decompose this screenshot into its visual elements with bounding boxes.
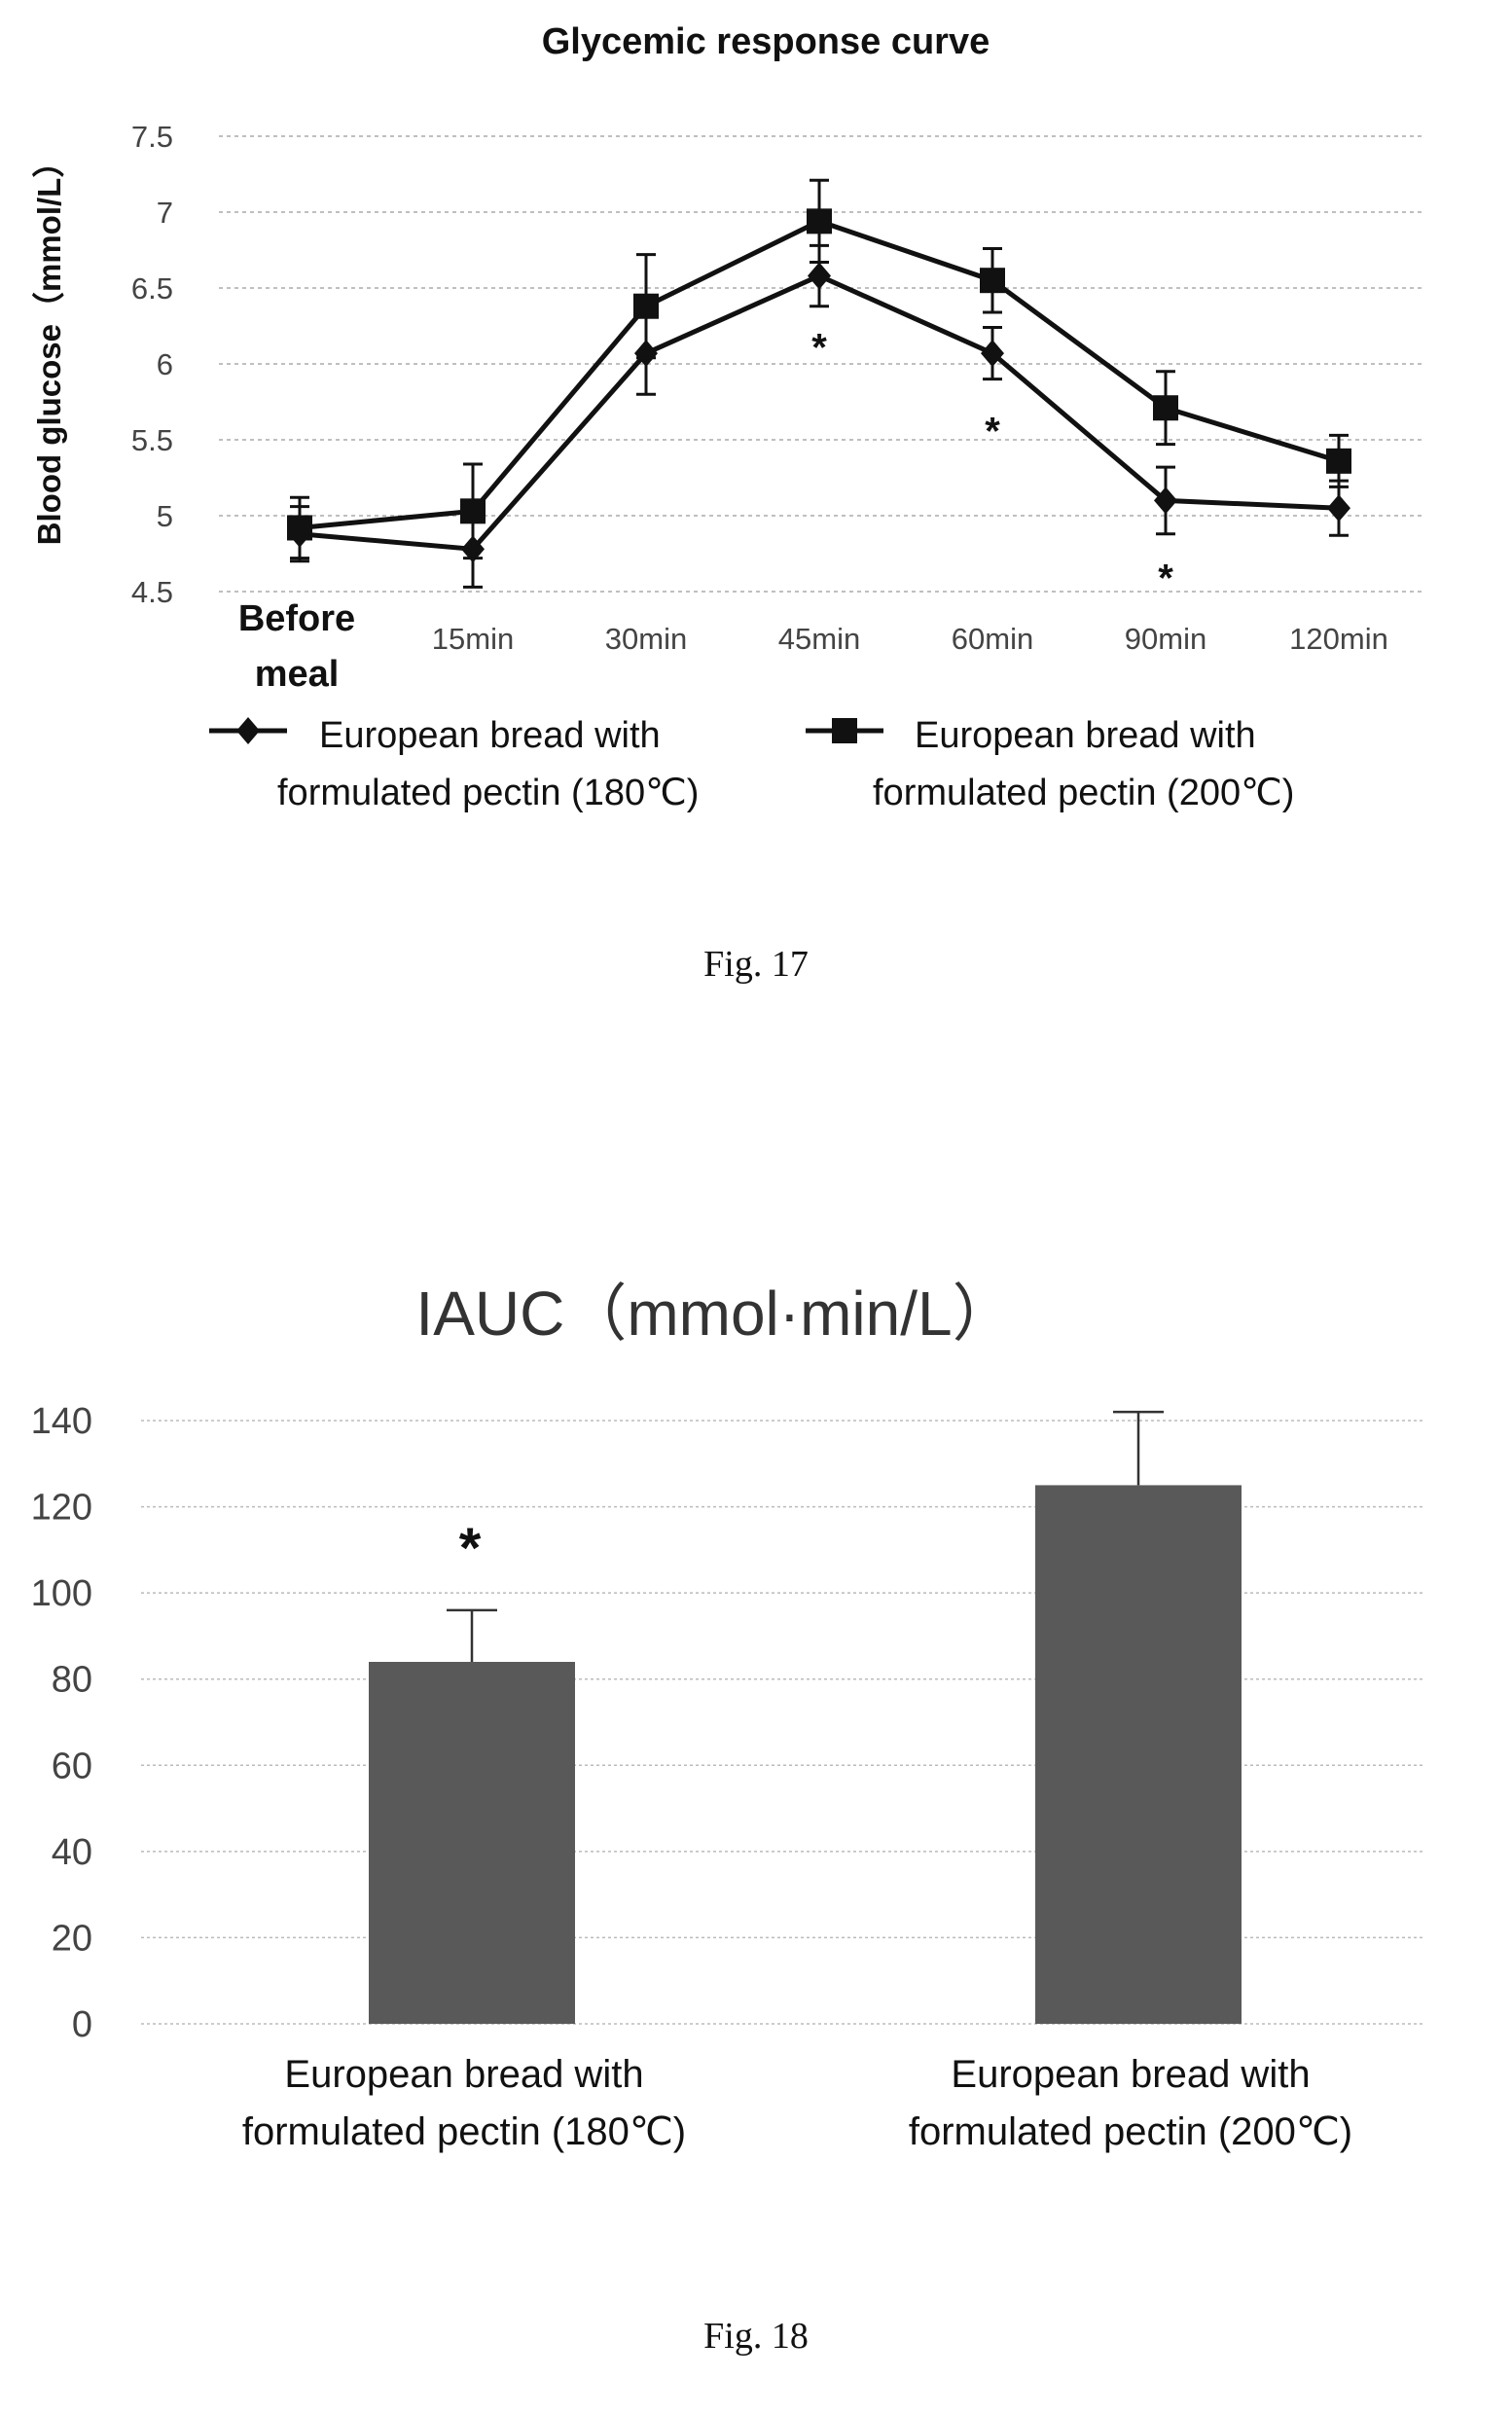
x-tick-label: meal xyxy=(255,654,340,695)
x-tick-label: 30min xyxy=(605,622,687,656)
data-point-square xyxy=(1153,395,1178,421)
x-tick-label: 45min xyxy=(778,622,860,656)
category-labels: European bread with formulated pectin (18… xyxy=(242,2053,1352,2153)
figure-caption-17: Fig. 17 xyxy=(703,944,809,985)
significance-markers: * * * xyxy=(811,327,1173,600)
bar xyxy=(1035,1485,1242,2024)
y-axis-label: Blood glucose（mmol/L） xyxy=(31,146,67,546)
bar-chart-title: IAUC（mmol·min/L） xyxy=(415,1279,1014,1349)
data-point-square xyxy=(980,268,1005,294)
y-tick-label: 0 xyxy=(72,2004,92,2045)
y-tick-label: 100 xyxy=(31,1573,92,1614)
legend-label-line: European bread with xyxy=(319,715,661,756)
y-tick-label: 5.5 xyxy=(131,423,173,457)
series-group xyxy=(287,178,1351,589)
y-tick-label: 80 xyxy=(52,1660,92,1701)
gridlines xyxy=(219,135,1425,593)
data-point-diamond xyxy=(1327,494,1350,522)
bar xyxy=(369,1662,575,2024)
data-point-square xyxy=(1326,448,1351,474)
category-label-line: formulated pectin (180℃) xyxy=(242,2110,686,2153)
data-point-diamond xyxy=(808,262,831,290)
y-tick-label: 6 xyxy=(157,347,173,381)
chart-title: Glycemic response curve xyxy=(542,21,990,62)
legend-marker-square xyxy=(832,718,857,743)
significance-asterisk: * xyxy=(459,1517,482,1580)
y-tick-labels: 0 20 40 60 80 100 120 140 xyxy=(31,1401,92,2045)
y-tick-label: 6.5 xyxy=(131,271,173,306)
data-point-square xyxy=(633,293,659,319)
legend-label-line: formulated pectin (180℃) xyxy=(277,773,699,813)
significance-asterisk: * xyxy=(811,327,827,370)
y-tick-label: 5 xyxy=(157,499,173,533)
x-tick-label: 15min xyxy=(432,622,514,656)
y-tick-label: 60 xyxy=(52,1746,92,1786)
line-chart: Glycemic response curve Blood glucose（mm… xyxy=(31,21,1425,813)
y-tick-labels: 4.5 5 5.5 6 6.5 7 7.5 xyxy=(131,120,173,609)
significance-markers: * xyxy=(459,1517,482,1580)
y-tick-label: 120 xyxy=(31,1488,92,1529)
x-tick-label: Before xyxy=(238,598,355,639)
y-tick-label: 40 xyxy=(52,1832,92,1873)
category-label-line: European bread with xyxy=(951,2053,1310,2096)
legend: European bread with formulated pectin (18… xyxy=(209,715,1294,813)
data-point-diamond xyxy=(981,340,1004,368)
x-tick-labels: Before meal 15min 30min 45min 60min 90min 120mi… xyxy=(238,598,1388,695)
data-point-square xyxy=(807,208,832,234)
data-point-square xyxy=(460,498,486,524)
y-tick-label: 140 xyxy=(31,1401,92,1442)
data-point-diamond xyxy=(1154,486,1177,515)
bars-group xyxy=(369,1410,1242,2024)
y-tick-label: 7 xyxy=(157,196,173,230)
category-label-line: formulated pectin (200℃) xyxy=(909,2110,1352,2153)
figure-caption-18: Fig. 18 xyxy=(703,2316,809,2357)
y-tick-label: 4.5 xyxy=(131,575,173,609)
legend-label-line: formulated pectin (200℃) xyxy=(873,773,1294,813)
x-tick-label: 120min xyxy=(1289,622,1388,656)
significance-asterisk: * xyxy=(985,410,1000,452)
y-tick-label: 20 xyxy=(52,1918,92,1959)
data-point-square xyxy=(287,515,312,541)
x-tick-label: 90min xyxy=(1125,622,1206,656)
bar-chart: IAUC（mmol·min/L） 0 20 40 60 80 100 120 140 Euro… xyxy=(31,1279,1425,2153)
y-tick-label: 7.5 xyxy=(131,120,173,154)
legend-marker-diamond xyxy=(236,717,260,744)
x-tick-label: 60min xyxy=(952,622,1033,656)
category-label-line: European bread with xyxy=(284,2053,643,2096)
significance-asterisk: * xyxy=(1158,558,1173,600)
legend-label-line: European bread with xyxy=(915,715,1256,756)
